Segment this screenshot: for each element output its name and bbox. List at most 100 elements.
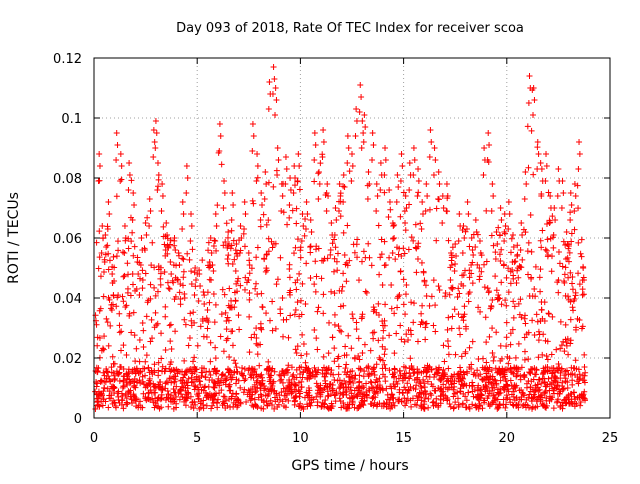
data-point bbox=[513, 372, 520, 379]
data-point bbox=[415, 393, 422, 400]
data-point bbox=[149, 239, 156, 246]
data-point bbox=[402, 227, 409, 234]
data-point bbox=[534, 139, 541, 145]
data-point bbox=[159, 181, 166, 187]
data-point bbox=[510, 272, 517, 279]
data-point bbox=[298, 384, 305, 391]
data-point bbox=[293, 382, 300, 389]
data-point bbox=[460, 272, 467, 279]
data-point bbox=[400, 189, 407, 196]
data-point bbox=[469, 338, 476, 345]
data-point bbox=[513, 401, 520, 408]
data-point bbox=[537, 237, 544, 244]
data-point bbox=[432, 328, 439, 335]
data-point bbox=[337, 193, 344, 199]
data-point bbox=[451, 306, 458, 313]
data-point bbox=[176, 289, 183, 296]
data-point bbox=[148, 262, 155, 269]
data-point bbox=[382, 378, 389, 385]
data-point bbox=[340, 229, 347, 236]
data-point bbox=[343, 361, 350, 368]
data-point bbox=[517, 296, 524, 303]
data-point bbox=[422, 336, 429, 343]
data-point bbox=[562, 368, 569, 375]
data-point bbox=[424, 378, 431, 385]
data-point bbox=[333, 217, 340, 223]
data-point bbox=[271, 368, 278, 375]
data-point bbox=[165, 379, 172, 386]
data-point bbox=[349, 151, 355, 157]
data-point bbox=[528, 248, 535, 255]
data-point bbox=[551, 373, 558, 380]
data-point bbox=[485, 130, 492, 136]
data-point bbox=[101, 384, 108, 391]
data-point bbox=[181, 379, 188, 386]
data-point bbox=[162, 313, 169, 320]
data-point bbox=[103, 315, 110, 322]
data-point bbox=[438, 375, 445, 382]
data-point bbox=[105, 266, 112, 273]
data-point bbox=[290, 371, 297, 378]
data-point bbox=[412, 386, 419, 393]
data-point bbox=[489, 325, 496, 332]
data-point bbox=[335, 323, 342, 330]
data-point bbox=[290, 190, 297, 196]
data-point bbox=[582, 395, 589, 402]
data-point bbox=[413, 392, 420, 399]
data-point bbox=[538, 244, 545, 251]
data-point bbox=[343, 259, 350, 266]
data-point bbox=[236, 326, 243, 333]
data-point bbox=[223, 326, 230, 333]
data-point bbox=[575, 270, 582, 277]
data-point bbox=[541, 375, 548, 382]
data-point bbox=[397, 178, 404, 184]
data-point bbox=[468, 262, 475, 268]
data-point bbox=[370, 335, 377, 342]
data-point bbox=[109, 263, 116, 270]
data-point bbox=[525, 164, 532, 171]
data-point bbox=[257, 380, 264, 387]
data-point bbox=[274, 276, 281, 283]
data-point bbox=[233, 364, 240, 371]
data-point bbox=[133, 345, 140, 352]
data-point bbox=[471, 386, 478, 393]
data-point bbox=[569, 280, 576, 287]
data-point bbox=[125, 388, 132, 395]
data-point bbox=[515, 274, 522, 281]
data-point bbox=[429, 383, 436, 390]
data-point bbox=[527, 384, 534, 391]
data-point bbox=[418, 391, 425, 398]
data-point bbox=[151, 389, 158, 396]
data-point bbox=[536, 274, 543, 281]
data-point bbox=[465, 298, 472, 305]
data-point bbox=[567, 190, 574, 196]
data-point bbox=[389, 371, 396, 378]
data-point bbox=[568, 390, 575, 397]
data-point bbox=[386, 396, 393, 403]
data-point bbox=[101, 333, 108, 340]
data-point bbox=[526, 369, 533, 376]
data-point bbox=[235, 312, 242, 319]
data-point bbox=[261, 196, 268, 202]
data-point bbox=[393, 244, 400, 251]
data-point bbox=[159, 193, 166, 199]
y-tick-label: 0.08 bbox=[53, 172, 82, 187]
data-point bbox=[129, 399, 136, 406]
data-point bbox=[381, 351, 388, 358]
data-point bbox=[302, 226, 309, 232]
data-point bbox=[400, 301, 407, 308]
data-point bbox=[293, 366, 300, 373]
data-point bbox=[254, 151, 261, 157]
data-point bbox=[213, 223, 220, 229]
data-point bbox=[554, 365, 561, 372]
data-point bbox=[556, 386, 563, 393]
data-point bbox=[567, 298, 574, 305]
data-point bbox=[292, 346, 299, 353]
data-point bbox=[398, 398, 405, 405]
data-point bbox=[379, 357, 386, 364]
data-point bbox=[576, 139, 583, 145]
data-point bbox=[163, 220, 170, 226]
data-point bbox=[361, 398, 368, 405]
data-point bbox=[503, 302, 510, 309]
